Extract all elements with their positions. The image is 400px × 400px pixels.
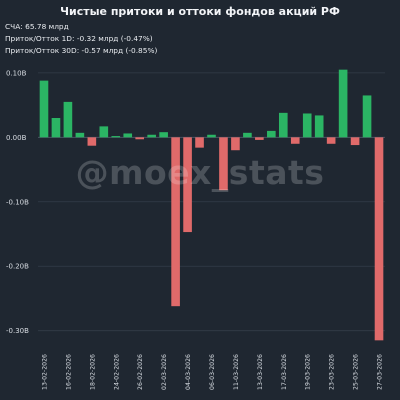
y-tick-label: -0.30B <box>6 327 29 335</box>
x-tick-label: 18-02-2026 <box>89 354 96 390</box>
x-tick-label: 27-03-2026 <box>377 354 384 390</box>
bar-10-03-2026 <box>219 137 228 191</box>
x-tick-label: 13-02-2026 <box>41 354 48 390</box>
bar-20-03-2026 <box>314 115 324 138</box>
x-tick-label: 02-03-2026 <box>161 354 168 390</box>
grid-layer <box>38 72 385 332</box>
bar-03-03-2026 <box>171 137 180 307</box>
bar-05-03-2026 <box>195 137 204 148</box>
bar-16-03-2026 <box>267 130 276 138</box>
x-tick-label: 19-03-2026 <box>305 354 312 390</box>
bar-19-02-2026 <box>87 137 97 146</box>
bar-17-02-2026 <box>63 101 73 138</box>
x-tick-label: 24-02-2026 <box>113 354 120 390</box>
watermark: @moex_stats <box>75 153 325 192</box>
flow-1d-label: Приток/Отток 1D: -0.32 млрд (-0.47%) <box>5 34 153 43</box>
chart-title: Чистые притоки и оттоки фондов акций РФ <box>60 5 340 18</box>
bar-19-03-2026 <box>302 113 312 138</box>
x-tick-label: 11-03-2026 <box>233 354 240 390</box>
x-tick-label: 26-02-2026 <box>137 354 144 390</box>
y-tick-label: -0.10B <box>6 198 29 206</box>
nav-label: СЧА: 65.78 млрд <box>5 22 69 31</box>
bar-18-03-2026 <box>290 137 300 144</box>
x-tick-label: 16-02-2026 <box>65 354 72 390</box>
bar-25-02-2026 <box>123 133 133 138</box>
y-tick-layer: 0.10B 0.00B -0.10B -0.20B -0.30B <box>6 69 29 335</box>
bar-27-02-2026 <box>147 134 156 138</box>
bar-11-03-2026 <box>231 137 240 151</box>
x-tick-layer: 13-02-2026 16-02-2026 18-02-2026 24-02-2026… <box>41 354 383 390</box>
y-tick-label: 0.00B <box>6 134 27 142</box>
y-tick-label: 0.10B <box>6 69 27 77</box>
bar-13-02-2026 <box>39 80 49 138</box>
bar-24-02-2026 <box>111 136 121 138</box>
x-tick-label: 17-03-2026 <box>281 354 288 390</box>
bar-20-02-2026 <box>99 126 109 138</box>
bar-26-03-2026 <box>362 95 372 138</box>
x-tick-label: 04-03-2026 <box>185 354 192 390</box>
x-tick-label: 25-03-2026 <box>353 354 360 390</box>
x-tick-label: 06-03-2026 <box>209 354 216 390</box>
bar-16-02-2026 <box>51 118 61 138</box>
x-tick-label: 13-03-2026 <box>257 354 264 390</box>
bar-26-02-2026 <box>135 137 145 140</box>
bar-02-03-2026 <box>159 132 168 138</box>
bar-17-03-2026 <box>278 112 288 138</box>
bar-04-03-2026 <box>183 137 192 233</box>
y-tick-label: -0.20B <box>6 263 29 271</box>
bar-23-03-2026 <box>326 137 336 144</box>
x-tick-label: 23-03-2026 <box>329 354 336 390</box>
bar-18-02-2026 <box>75 132 85 138</box>
bar-layer <box>39 69 384 341</box>
bar-27-03-2026 <box>374 137 384 341</box>
bar-13-03-2026 <box>255 137 264 140</box>
bar-25-03-2026 <box>350 137 360 146</box>
bar-24-03-2026 <box>338 69 348 138</box>
flow-30d-label: Приток/Отток 30D: -0.57 млрд (-0.85%) <box>5 46 158 55</box>
bar-12-03-2026 <box>243 132 252 138</box>
bar-06-03-2026 <box>207 134 216 138</box>
